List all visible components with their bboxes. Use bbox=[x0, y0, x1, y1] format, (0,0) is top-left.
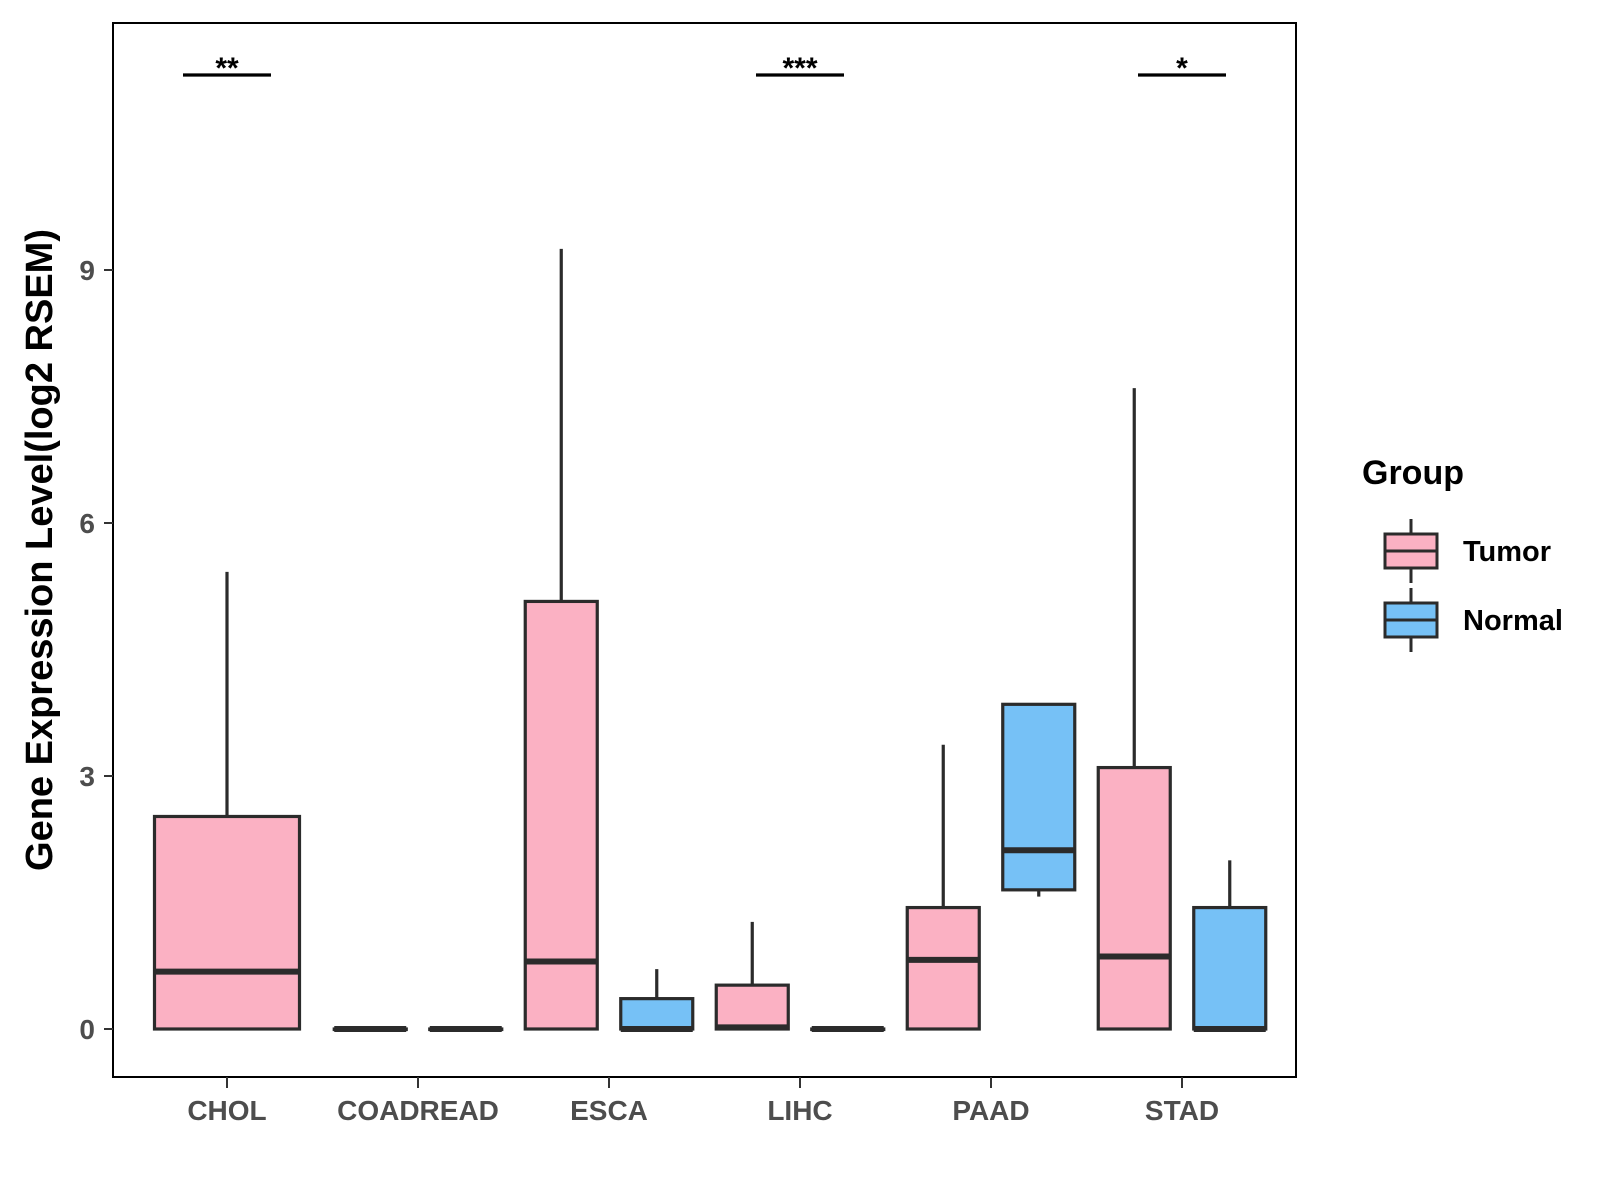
legend-key-normal bbox=[1383, 588, 1439, 652]
x-tick-label-lihc: LIHC bbox=[767, 1095, 832, 1126]
legend-label-tumor: Tumor bbox=[1463, 536, 1551, 568]
box-normal-stad bbox=[1192, 860, 1268, 1032]
legend-title: Group bbox=[1362, 454, 1464, 492]
box-tumor-chol bbox=[152, 571, 302, 1031]
y-tick-label: 9 bbox=[79, 255, 95, 286]
x-axis: CHOL COADREAD ESCA LIHC PAAD STAD bbox=[187, 1077, 1219, 1126]
box-tumor-stad bbox=[1096, 388, 1172, 1031]
legend: Group Tumor Normal bbox=[1362, 454, 1563, 652]
y-tick-label: 0 bbox=[79, 1014, 95, 1045]
x-tick-label-paad: PAAD bbox=[952, 1095, 1029, 1126]
box-normal-coadread bbox=[428, 1026, 504, 1032]
box-tumor-paad bbox=[905, 744, 981, 1031]
significance-label-chol: ** bbox=[215, 52, 239, 85]
x-tick-label-chol: CHOL bbox=[187, 1095, 266, 1126]
box-tumor-coadread bbox=[332, 1026, 408, 1032]
significance-label-lihc: *** bbox=[782, 52, 817, 85]
box-body bbox=[1096, 765, 1172, 1031]
legend-key-tumor bbox=[1383, 519, 1439, 583]
box-normal-paad bbox=[1001, 702, 1077, 897]
box-tumor-lihc bbox=[714, 921, 790, 1031]
x-tick-label-esca: ESCA bbox=[570, 1095, 648, 1126]
chart-marks: ** *** * bbox=[152, 52, 1268, 1032]
x-tick-label-stad: STAD bbox=[1145, 1095, 1219, 1126]
box-normal-esca bbox=[619, 969, 695, 1032]
y-tick-label: 6 bbox=[79, 508, 95, 539]
x-tick-label-coadread: COADREAD bbox=[337, 1095, 499, 1126]
y-axis-title: Gene Expression Level(log2 RSEM) bbox=[19, 229, 61, 871]
box-body bbox=[714, 983, 790, 1031]
legend-label-normal: Normal bbox=[1463, 605, 1563, 637]
box-body bbox=[619, 997, 695, 1031]
box-tumor-esca bbox=[523, 248, 599, 1031]
box-normal-lihc bbox=[810, 1026, 886, 1032]
box-body bbox=[152, 814, 302, 1031]
box-body bbox=[523, 599, 599, 1031]
box-body bbox=[905, 905, 981, 1031]
y-tick-label: 3 bbox=[79, 761, 95, 792]
significance-label-stad: * bbox=[1176, 52, 1188, 85]
box-body bbox=[1192, 905, 1268, 1031]
y-axis: 0 3 6 9 bbox=[79, 255, 113, 1045]
box-body bbox=[1001, 702, 1077, 892]
